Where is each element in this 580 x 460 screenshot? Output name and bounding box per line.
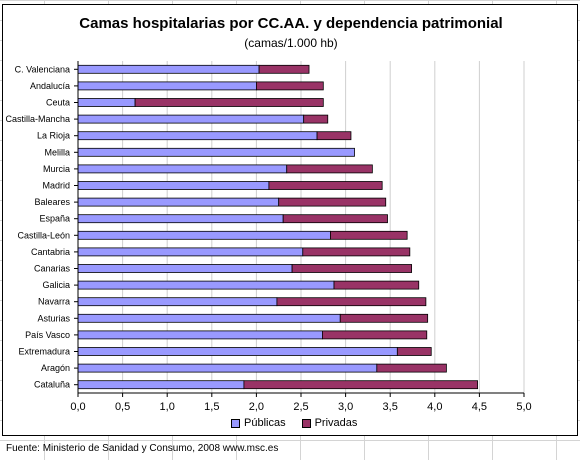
bar-publicas	[77, 297, 278, 307]
y-tick-label: Extremadura	[18, 347, 70, 357]
x-tick-label: 5,0	[516, 401, 531, 413]
bar-publicas	[77, 280, 335, 290]
legend-item-publicas: Públicas	[231, 417, 286, 429]
bar-chart: 0,0 0,5 1,0 1,5 2,0 2,5 3,0 3,5 4,0 4,5 5,0 C. Vale…	[5, 61, 532, 413]
bar-privadas	[339, 313, 429, 323]
chart-title: Camas hospitalarias por CC.AA. y depende…	[79, 15, 503, 32]
bar-privadas	[322, 330, 428, 340]
bar-privadas	[302, 247, 411, 257]
y-tick-label: Melilla	[44, 147, 70, 157]
y-tick-label: Ceuta	[46, 98, 70, 108]
legend-item-privadas: Privadas	[301, 417, 358, 429]
x-tick-label: 4,5	[472, 401, 487, 413]
bar-privadas	[376, 363, 447, 373]
bar-publicas	[77, 347, 398, 356]
legend-swatch-privadas	[301, 418, 311, 428]
bar-privadas	[316, 131, 352, 141]
y-tick-label: La Rioja	[37, 131, 70, 141]
bar-publicas	[77, 264, 293, 273]
source-note: Fuente: Ministerio de Sanidad y Consumo,…	[6, 443, 279, 454]
bar-publicas	[77, 197, 280, 207]
bar-privadas	[396, 347, 432, 356]
y-tick-label: Aragón	[41, 363, 70, 373]
bar-publicas	[77, 114, 305, 124]
bar-publicas	[77, 131, 318, 141]
y-tick-label: Cantabria	[31, 247, 70, 257]
x-tick-label: 1,0	[160, 401, 175, 413]
y-tick-label: Asturias	[37, 313, 70, 323]
bar-privadas	[286, 164, 373, 174]
x-tick-label: 0,5	[115, 401, 130, 413]
y-tick-label: Castilla-Mancha	[5, 114, 70, 124]
bar-privadas	[258, 64, 310, 74]
bar-privadas	[291, 264, 413, 273]
chart-legend: Públicas Privadas	[231, 417, 357, 429]
y-tick-label: Baleares	[34, 197, 70, 207]
bar-publicas	[77, 147, 355, 157]
bar-privadas	[333, 280, 420, 290]
y-tick-label: C. Valenciana	[15, 64, 70, 74]
bar-publicas	[77, 363, 378, 373]
bar-privadas	[330, 230, 408, 240]
x-tick-label: 2,5	[293, 401, 308, 413]
bar-publicas	[77, 380, 245, 390]
x-tick-label: 2,0	[249, 401, 264, 413]
chart-area[interactable]: Camas hospitalarias por CC.AA. y depende…	[2, 4, 578, 436]
y-tick-label: Cataluña	[34, 380, 70, 390]
bar-publicas	[77, 181, 270, 190]
y-tick-label: Castilla-León	[17, 230, 70, 240]
y-tick-label: Murcia	[43, 164, 70, 174]
y-tick-label: Navarra	[38, 297, 70, 307]
y-tick-label: Galicia	[42, 280, 70, 290]
y-tick-label: Canarias	[34, 264, 71, 274]
bar-publicas	[77, 214, 284, 224]
bar-privadas	[278, 197, 387, 207]
bar-publicas	[77, 313, 341, 323]
bar-publicas	[77, 164, 288, 174]
x-tick-label: 4,0	[427, 401, 442, 413]
chart-subtitle: (camas/1.000 hb)	[244, 36, 338, 50]
y-tick-label: Andalucía	[30, 81, 70, 91]
bar-publicas	[77, 81, 257, 91]
x-tick-label: 3,5	[383, 401, 398, 413]
bar-publicas	[77, 330, 323, 340]
x-tick-label: 0,0	[70, 401, 85, 413]
bar-publicas	[77, 98, 136, 107]
y-tick-label: Madrid	[42, 181, 70, 191]
y-tick-label: España	[39, 214, 70, 224]
x-tick-label: 1,5	[204, 401, 219, 413]
bar-privadas	[276, 297, 427, 307]
bar-privadas	[255, 81, 324, 91]
bar-publicas	[77, 64, 260, 74]
bar-privadas	[134, 98, 324, 107]
x-tick-label: 3,0	[338, 401, 353, 413]
bar-privadas	[268, 181, 383, 190]
legend-label-privadas: Privadas	[314, 417, 358, 429]
bar-privadas	[282, 214, 388, 224]
legend-swatch-publicas	[231, 418, 240, 428]
bar-publicas	[77, 247, 304, 257]
legend-label-publicas: Públicas	[244, 417, 286, 429]
bar-privadas	[303, 114, 329, 124]
bar-privadas	[243, 380, 479, 390]
y-tick-label: País Vasco	[25, 330, 70, 340]
bar-publicas	[77, 230, 331, 240]
